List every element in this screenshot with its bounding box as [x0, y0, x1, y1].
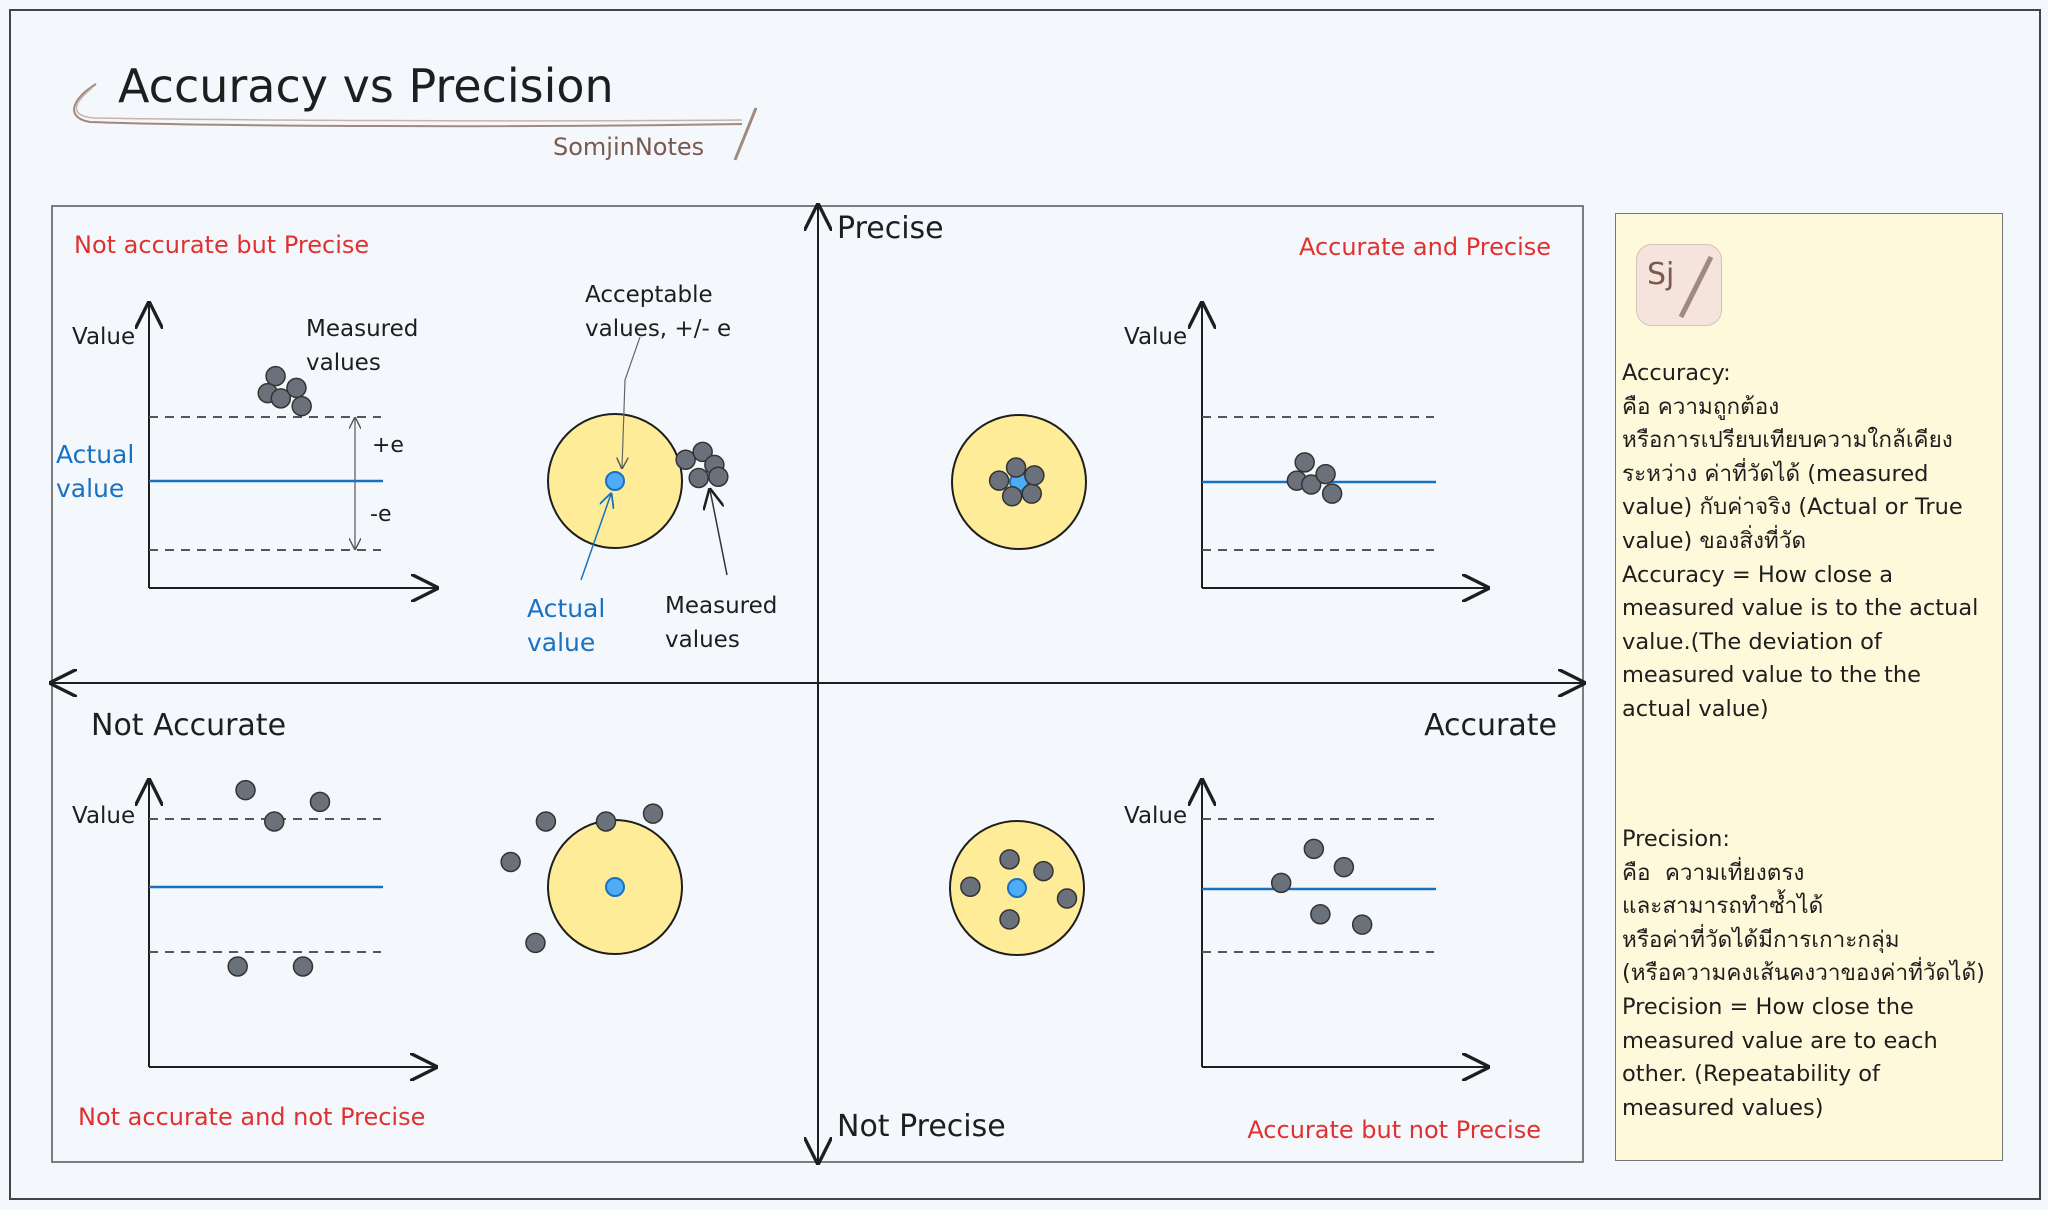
quadrant-label-bottom-right: Accurate but not Precise: [1247, 1116, 1541, 1144]
actual-value-label: Actual value: [56, 440, 142, 503]
axis-label-not-accurate: Not Accurate: [91, 708, 286, 743]
y-axis-label: Value: [1124, 803, 1187, 829]
measured-value-dot: [1270, 872, 1292, 894]
y-axis-label: Value: [72, 324, 135, 350]
measured-value-dot: [1294, 452, 1315, 473]
measured-value-dot: [708, 466, 729, 487]
y-axis-label: Value: [72, 803, 135, 829]
measured-value-dot: [1024, 465, 1045, 486]
measured-value-dot: [988, 470, 1010, 491]
side-note-panel: Sj Accuracy: คือ ความถูกต้อง หรือการเปรี…: [1615, 213, 2003, 1161]
acceptable-range-arrow: [622, 336, 641, 468]
measured-value-dot: [227, 956, 248, 977]
minus-e-label: -e: [370, 502, 391, 527]
y-axis-label: Value: [1124, 324, 1187, 350]
logo-text: Sj: [1647, 257, 1675, 292]
quadrant-label-bottom-left: Not accurate and not Precise: [78, 1103, 425, 1131]
precision-definition: Precision: คือ ความเที่ยงตรง และสามารถทำ…: [1622, 826, 1985, 1121]
actual-value-dot: [1007, 878, 1027, 898]
measured-value-dot: [1021, 483, 1042, 504]
measured-value-dot: [960, 876, 981, 898]
title-underline: [73, 83, 743, 128]
measured-value-dot: [500, 851, 521, 873]
measured-value-dot: [309, 791, 331, 813]
target-measured-values-label: Measured values: [665, 593, 785, 653]
accuracy-definition: Accuracy: คือ ความถูกต้อง หรือการเปรียบเ…: [1622, 360, 1979, 722]
measured-value-dot: [1005, 457, 1027, 478]
measured-value-dot: [1351, 914, 1373, 935]
measured-value-dot: [535, 811, 557, 832]
actual-value-dot: [605, 471, 625, 491]
measured-value-dot: [1315, 463, 1336, 485]
pencil-icon: [733, 107, 758, 161]
page-title: Accuracy vs Precision: [118, 59, 614, 113]
actual-value-dot: [605, 877, 625, 897]
measured-value-dot: [270, 388, 292, 409]
measured-value-dot: [1333, 856, 1355, 878]
measured-values-label: Measured values: [306, 316, 426, 376]
quadrant-label-top-right: Accurate and Precise: [1299, 233, 1551, 261]
measured-value-dot: [1300, 474, 1322, 495]
measured-value-dot: [1321, 483, 1343, 504]
outer-frame: [9, 9, 2041, 1200]
measured-value-dot: [1303, 838, 1325, 860]
measured-value-dot: [264, 811, 285, 832]
somjin-notes-logo: Sj: [1636, 244, 1722, 326]
target-actual-value-label: Actual value: [527, 594, 613, 657]
measured-value-dot: [692, 441, 713, 463]
actual-value-pointer: [580, 494, 611, 581]
pencil-icon: [1678, 255, 1714, 319]
axis-label-not-precise: Not Precise: [837, 1109, 1006, 1144]
measured-value-dot: [642, 803, 664, 824]
axis-label-accurate: Accurate: [1424, 708, 1557, 743]
measured-value-dot: [291, 395, 312, 417]
acceptable-values-label: Acceptable values, +/- e: [585, 282, 731, 342]
measured-value-dot: [235, 779, 256, 801]
measured-value-dot: [595, 811, 617, 832]
measured-values-pointer: [710, 490, 728, 576]
measured-value-dot: [999, 849, 1020, 870]
measured-value-dot: [292, 956, 314, 977]
measured-value-dot: [265, 365, 286, 387]
measured-value-dot: [1310, 903, 1331, 925]
measured-value-dot: [1033, 860, 1054, 882]
axis-label-precise: Precise: [837, 211, 944, 246]
measured-value-dot: [1001, 486, 1023, 507]
quadrant-label-top-left: Not accurate but Precise: [74, 231, 369, 259]
measured-value-dot: [675, 449, 696, 470]
brand-signature: SomjinNotes: [553, 133, 704, 161]
measured-value-dot: [688, 467, 709, 489]
measured-value-dot: [286, 377, 307, 399]
measured-value-dot: [525, 932, 546, 954]
measured-value-dot: [1056, 888, 1078, 909]
measured-value-dot: [999, 909, 1020, 930]
plus-e-label: +e: [372, 433, 404, 458]
